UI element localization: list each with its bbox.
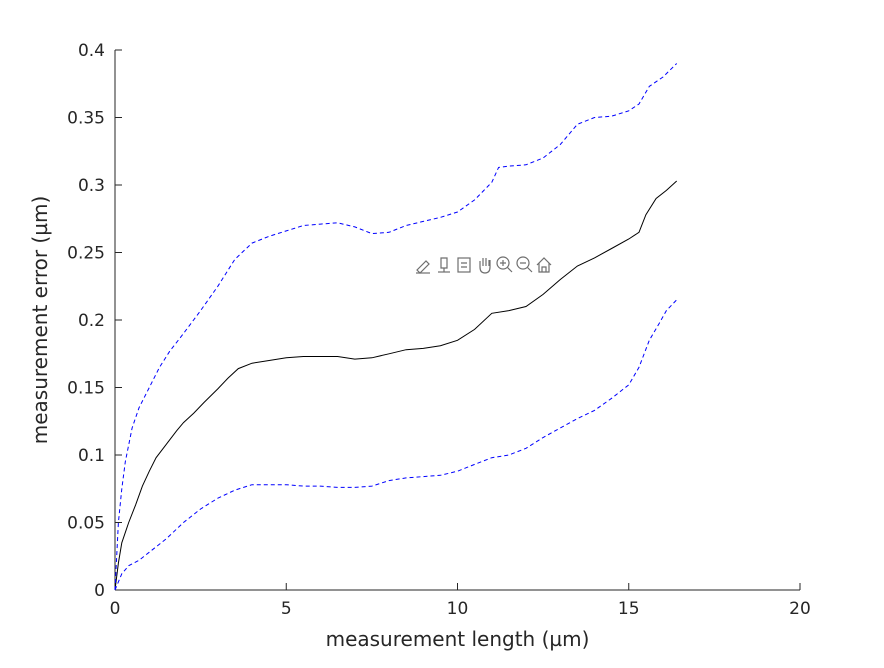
y-tick-label: 0.35 [67, 109, 105, 129]
series-line-upper-bound [114, 63, 678, 591]
pan-hand-icon[interactable] [479, 258, 491, 274]
data-tips-icon[interactable] [438, 257, 450, 273]
y-tick-label: 0 [94, 581, 105, 601]
y-tick-label: 0.2 [78, 311, 105, 331]
y-axis-label: measurement error (µm) [28, 196, 52, 444]
zoom-out-icon[interactable] [516, 256, 533, 273]
x-axis-label: measurement length (µm) [326, 627, 590, 651]
axes: 0 5 10 15 20 0 0.05 0.1 0.15 0.2 0.25 0.3 0.35 0.4 [67, 41, 811, 619]
y-tick-label: 0.05 [67, 514, 105, 534]
zoom-in-icon[interactable] [496, 256, 513, 273]
x-tick-label: 20 [789, 599, 811, 619]
series-line-mean [114, 180, 678, 591]
y-tick-label: 0.25 [67, 244, 105, 264]
y-ticks: 0 0.05 0.1 0.15 0.2 0.25 0.3 0.35 0.4 [67, 41, 122, 601]
legend-icon[interactable] [457, 257, 471, 273]
axes-toolbar [416, 256, 552, 274]
x-tick-label: 10 [447, 599, 469, 619]
y-tick-label: 0.4 [78, 41, 105, 61]
home-icon[interactable] [536, 257, 552, 273]
x-ticks: 0 5 10 15 20 [110, 583, 811, 619]
x-tick-label: 15 [618, 599, 640, 619]
y-tick-label: 0.1 [78, 446, 105, 466]
series-line-lower-bound [114, 299, 678, 591]
x-tick-label: 5 [281, 599, 292, 619]
x-tick-label: 0 [110, 599, 121, 619]
y-tick-label: 0.3 [78, 176, 105, 196]
series-layer [114, 63, 678, 591]
y-tick-label: 0.15 [67, 379, 105, 399]
brush-icon[interactable] [416, 260, 430, 274]
